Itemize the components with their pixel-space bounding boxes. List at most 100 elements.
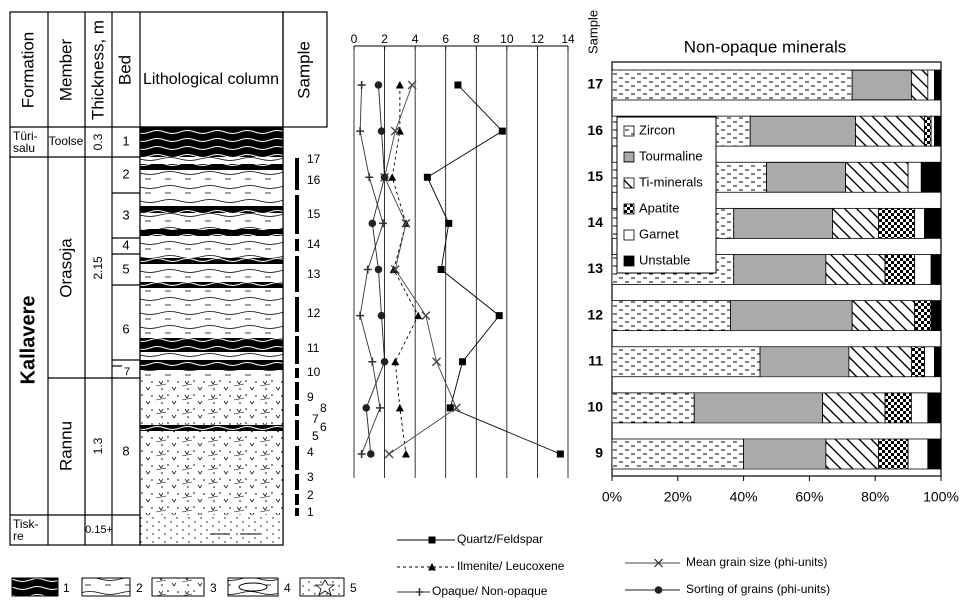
litho-band bbox=[140, 164, 283, 170]
litho-band bbox=[140, 282, 283, 288]
bar-segment bbox=[733, 254, 827, 285]
bar-segment bbox=[927, 392, 942, 424]
bar-segment bbox=[822, 392, 886, 424]
sample-label: 2 bbox=[307, 488, 314, 502]
legend-label: Garnet bbox=[639, 226, 679, 241]
legend-swatch bbox=[623, 255, 635, 267]
formation: Kallavere bbox=[17, 296, 39, 385]
bar-segment bbox=[855, 115, 925, 147]
bar-segment bbox=[924, 346, 935, 378]
legend-label: Tourmaline bbox=[639, 148, 703, 163]
marker bbox=[362, 404, 371, 412]
legend-star bbox=[314, 579, 336, 596]
litho-band bbox=[140, 229, 283, 236]
chart-title: Non-opaque minerals bbox=[684, 37, 847, 56]
bar-segment bbox=[611, 300, 731, 332]
legend-number: 3 bbox=[210, 581, 217, 595]
y-tick-label: 14 bbox=[587, 214, 603, 230]
y-tick-label: 12 bbox=[587, 306, 603, 322]
thickness: 0.3 bbox=[91, 133, 105, 150]
marker bbox=[368, 219, 377, 228]
marker bbox=[374, 81, 383, 89]
marker bbox=[380, 357, 389, 366]
bar-segment bbox=[910, 69, 929, 101]
legend-label: Mean grain size (phi-units) bbox=[686, 555, 827, 569]
y-tick-label: 16 bbox=[587, 122, 603, 138]
y-tick-label: 15 bbox=[587, 168, 603, 184]
legend-label: Ilmenite/ Leucoxene bbox=[457, 559, 565, 573]
bar-segment bbox=[878, 438, 909, 470]
litho-bed bbox=[140, 515, 283, 545]
bar-segment bbox=[749, 115, 856, 147]
legend-label: Quartz/Feldspar bbox=[457, 532, 543, 546]
bar-segment bbox=[611, 392, 695, 424]
bar-segment bbox=[914, 300, 932, 332]
sample-label: 17 bbox=[307, 152, 321, 166]
bar-segment bbox=[930, 115, 935, 147]
litho-band bbox=[140, 338, 283, 352]
legend-marker bbox=[428, 536, 436, 544]
marker bbox=[495, 312, 503, 320]
marker bbox=[365, 173, 374, 182]
legend-label: Opaque/ Non-opaque bbox=[432, 584, 548, 598]
bar-segment bbox=[914, 254, 932, 285]
sample-label: 5 bbox=[312, 429, 319, 443]
bar-segment bbox=[934, 69, 942, 101]
litho-band bbox=[140, 425, 283, 431]
marker bbox=[363, 265, 372, 274]
marker bbox=[388, 173, 397, 181]
bar-segment bbox=[927, 69, 935, 101]
marker bbox=[401, 218, 411, 228]
sample-label: 11 bbox=[307, 341, 320, 355]
marker bbox=[556, 450, 564, 458]
formation: Tisk-re bbox=[13, 517, 39, 543]
sample-label: 16 bbox=[307, 173, 321, 187]
sample-label: 4 bbox=[307, 445, 314, 459]
legend-marker bbox=[654, 586, 663, 594]
litho-bed bbox=[140, 378, 283, 515]
series-line bbox=[426, 84, 561, 455]
legend-marker bbox=[654, 558, 663, 568]
header: Thickness, m bbox=[88, 20, 107, 120]
legend-label: Apatite bbox=[639, 200, 679, 215]
bar-segment bbox=[743, 438, 827, 470]
legend-lens bbox=[238, 582, 268, 592]
bar-segment bbox=[910, 392, 929, 424]
y-tick-label: 17 bbox=[587, 76, 603, 92]
marker bbox=[421, 311, 431, 321]
marker bbox=[395, 403, 404, 412]
x-tick-label: 80% bbox=[861, 489, 889, 505]
legend-swatch bbox=[81, 577, 131, 597]
sample-label: 8 bbox=[320, 401, 327, 415]
bar-segment bbox=[914, 207, 925, 239]
marker bbox=[395, 127, 404, 135]
sample-label: 3 bbox=[307, 470, 314, 484]
x-tick-label: 40% bbox=[730, 489, 758, 505]
x-tick-label: 8 bbox=[473, 32, 480, 46]
bar-segment bbox=[930, 254, 942, 285]
bar-segment bbox=[851, 300, 916, 332]
header: Lithological column bbox=[143, 71, 279, 88]
legend-label: Zircon bbox=[639, 122, 675, 137]
legend-number: 1 bbox=[63, 581, 70, 595]
marker bbox=[395, 81, 404, 89]
marker bbox=[498, 127, 506, 135]
marker bbox=[380, 173, 389, 182]
formation: Türi-salu bbox=[13, 129, 38, 155]
y-tick-label: 10 bbox=[587, 399, 603, 415]
bar-segment bbox=[848, 346, 912, 378]
marker bbox=[374, 265, 383, 274]
marker bbox=[367, 450, 375, 458]
litho-frame bbox=[139, 126, 284, 546]
x-tick-label: 100% bbox=[923, 489, 959, 505]
legend-number: 2 bbox=[136, 581, 143, 595]
bar-segment bbox=[930, 300, 942, 332]
x-tick-label: 12 bbox=[531, 32, 545, 46]
legend-number: 4 bbox=[284, 581, 291, 595]
bar-segment bbox=[825, 438, 879, 470]
bar-segment bbox=[934, 115, 942, 147]
bed: 7 bbox=[124, 366, 130, 378]
bar-segment bbox=[611, 69, 853, 101]
marker bbox=[390, 126, 400, 136]
member: Orasoja bbox=[56, 238, 75, 298]
